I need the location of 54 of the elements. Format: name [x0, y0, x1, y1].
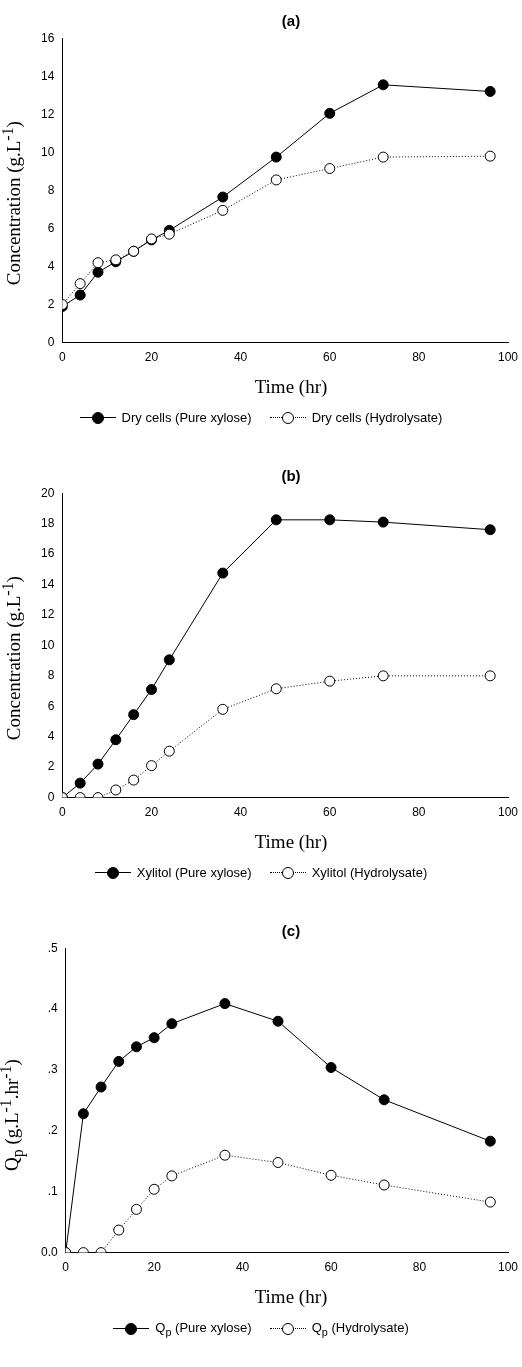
legend-label: Dry cells (Hydrolysate) [311, 410, 443, 425]
x-axis-title: Time (hr) [253, 376, 329, 398]
x-tick-label: 100 [497, 1260, 519, 1275]
x-tick-label: 0 [62, 1260, 70, 1275]
x-tick-label: 40 [233, 350, 248, 365]
y-tick-label: 0 [47, 789, 55, 804]
chart-title: (a) [280, 12, 302, 29]
y-tick-label: 0 [47, 334, 55, 349]
y-tick-label: 8 [47, 668, 55, 683]
x-tick-label: 80 [412, 1260, 427, 1275]
legend-label: Q$_{p}$ (Hydrolysate) [311, 1320, 409, 1338]
y-tick-label: 20 [40, 485, 55, 500]
x-tick-label: 40 [233, 805, 248, 820]
y-tick-label: 8 [47, 182, 55, 197]
y-tick-label: 10 [40, 637, 55, 652]
y-tick-label: 16 [40, 30, 55, 45]
chart-title: (c) [280, 922, 302, 939]
y-tick-label: .5 [47, 940, 58, 955]
legend-label: Xylitol (Hydrolysate) [311, 865, 428, 880]
y-tick-label: 12 [40, 106, 55, 121]
y-tick-label: .3 [47, 1062, 58, 1077]
y-tick-label: 14 [40, 576, 55, 591]
x-axis-title: Time (hr) [253, 831, 329, 853]
x-tick-label: 60 [323, 805, 337, 820]
legend-label: Xylitol (Pure xylose) [136, 865, 252, 880]
y-tick-label: 4 [47, 258, 55, 273]
x-tick-label: 80 [412, 350, 426, 365]
y-tick-label: 12 [40, 607, 55, 622]
y-tick-label: 6 [47, 698, 55, 713]
x-axis-title: Time (hr) [253, 1286, 329, 1308]
y-tick-label: 6 [47, 220, 55, 235]
y-tick-label: 0.0 [40, 1244, 58, 1259]
x-tick-label: 20 [147, 1260, 162, 1275]
x-tick-label: 100 [497, 805, 519, 820]
y-tick-label: 16 [40, 546, 55, 561]
y-tick-label: 18 [40, 515, 55, 530]
y-tick-label: .1 [47, 1184, 58, 1199]
x-tick-label: 80 [412, 805, 426, 820]
legend-label: Dry cells (Pure xylose) [121, 410, 252, 425]
y-tick-label: 2 [47, 296, 55, 311]
y-tick-label: 14 [40, 68, 55, 83]
chart-title: (b) [280, 467, 302, 484]
y-tick-label: 10 [40, 144, 55, 159]
y-tick-label: .2 [47, 1123, 58, 1138]
x-tick-label: 20 [144, 805, 159, 820]
legend-label: Q$_{p}$ (Pure xylose) [155, 1320, 252, 1338]
y-tick-label: 2 [47, 759, 55, 774]
x-tick-label: 40 [235, 1260, 250, 1275]
x-tick-label: 20 [144, 350, 159, 365]
x-tick-label: 100 [497, 350, 519, 365]
x-tick-label: 60 [323, 350, 337, 365]
x-tick-label: 60 [324, 1260, 339, 1275]
y-tick-label: .4 [47, 1001, 58, 1016]
y-tick-label: 4 [47, 729, 55, 744]
